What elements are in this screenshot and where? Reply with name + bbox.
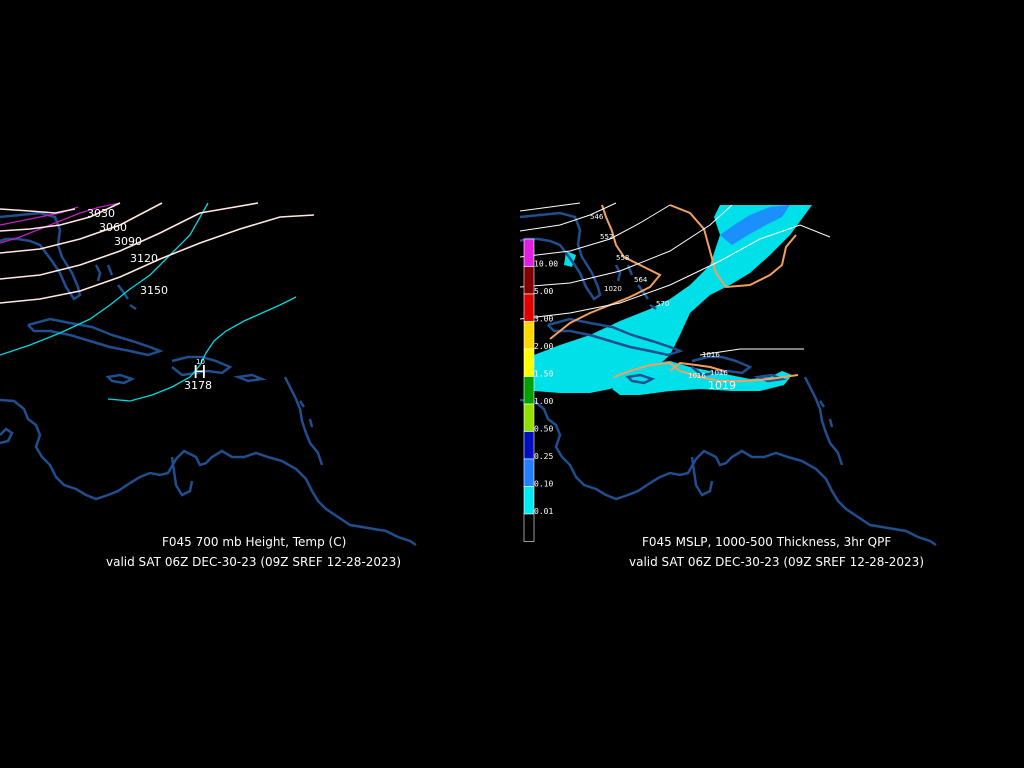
- colorbar-swatch: [523, 513, 535, 542]
- colorbar-svg: 10.00 5.00 3.00 2.00 1.50 1.00 0.50 0.25 0.10 0.0…: [523, 238, 558, 542]
- colorbar-swatch: [523, 238, 535, 267]
- right-map-panel: 546 552 558 564 570 1020 1016 1016 1016 …: [520, 195, 940, 555]
- colorbar-swatch: [523, 321, 535, 350]
- colorbar-swatch: [523, 458, 535, 487]
- colorbar-label: 0.01: [534, 507, 553, 516]
- height-label: 3060: [99, 221, 127, 234]
- thickness-label: 546: [590, 213, 604, 221]
- thickness-contours: [520, 202, 831, 356]
- colorbar-swatch: [523, 266, 535, 295]
- colorbar-label: 1.50: [534, 370, 553, 379]
- thickness-label: 552: [600, 233, 613, 241]
- left-valid-time: valid SAT 06Z DEC-30-23 (09Z SREF 12-28-…: [106, 555, 401, 569]
- qpf-colorbar: 10.00 5.00 3.00 2.00 1.50 1.00 0.50 0.25 0.10 0.0…: [522, 237, 562, 547]
- thickness-labels: 546 552 558 564 570: [590, 213, 669, 308]
- colorbar-swatch: [523, 376, 535, 405]
- left-map: 3030 3060 3090 3120 3150 H 10 3178: [0, 202, 417, 547]
- high-value: 3178: [184, 379, 212, 392]
- left-height-contours: [0, 202, 315, 304]
- colorbar-swatch: [523, 431, 535, 460]
- colorbar-label: 0.25: [534, 452, 553, 461]
- colorbar-swatch: [523, 403, 535, 432]
- colorbar-label: 10.00: [534, 260, 558, 269]
- temp-label: 10: [196, 358, 205, 366]
- pressure-label: 1020: [604, 285, 622, 293]
- left-height-labels: 3030 3060 3090 3120 3150: [87, 207, 168, 297]
- colorbar-label: 1.00: [534, 397, 553, 406]
- pressure-label: 1016: [688, 372, 706, 380]
- pressure-label: 1019: [708, 379, 736, 392]
- height-label: 3030: [87, 207, 115, 220]
- pressure-label: 1016: [710, 369, 728, 377]
- qpf-area-light: [534, 205, 812, 393]
- colorbar-swatch: [523, 293, 535, 322]
- colorbar-label: 2.00: [534, 342, 553, 351]
- height-label: 3090: [114, 235, 142, 248]
- pressure-label: 1016: [702, 351, 720, 359]
- pressure-labels: 1020 1016 1016 1016 1019: [604, 285, 736, 392]
- colorbar-label: 0.10: [534, 480, 553, 489]
- left-map-panel: 3030 3060 3090 3120 3150 H 10 3178: [0, 195, 420, 555]
- isobars: [549, 204, 799, 382]
- thickness-label: 558: [616, 254, 629, 262]
- height-label: 3120: [130, 252, 158, 265]
- right-map: 546 552 558 564 570 1020 1016 1016 1016 …: [520, 202, 937, 547]
- right-valid-time: valid SAT 06Z DEC-30-23 (09Z SREF 12-28-…: [629, 555, 924, 569]
- colorbar-label: 3.00: [534, 315, 553, 324]
- high-pressure-marker: H: [193, 362, 207, 383]
- colorbar-label: 5.00: [534, 287, 553, 296]
- thickness-label: 570: [656, 300, 669, 308]
- right-title: F045 MSLP, 1000-500 Thickness, 3hr QPF: [642, 535, 892, 549]
- colorbar-swatch: [523, 348, 535, 377]
- height-label: 3150: [140, 284, 168, 297]
- thickness-label: 564: [634, 276, 648, 284]
- left-title: F045 700 mb Height, Temp (C): [162, 535, 347, 549]
- colorbar-swatch: [523, 486, 535, 515]
- colorbar-label: 0.50: [534, 425, 553, 434]
- right-coastlines: [520, 211, 937, 547]
- left-temp-contours: [0, 202, 297, 402]
- qpf-area-medium: [720, 205, 790, 245]
